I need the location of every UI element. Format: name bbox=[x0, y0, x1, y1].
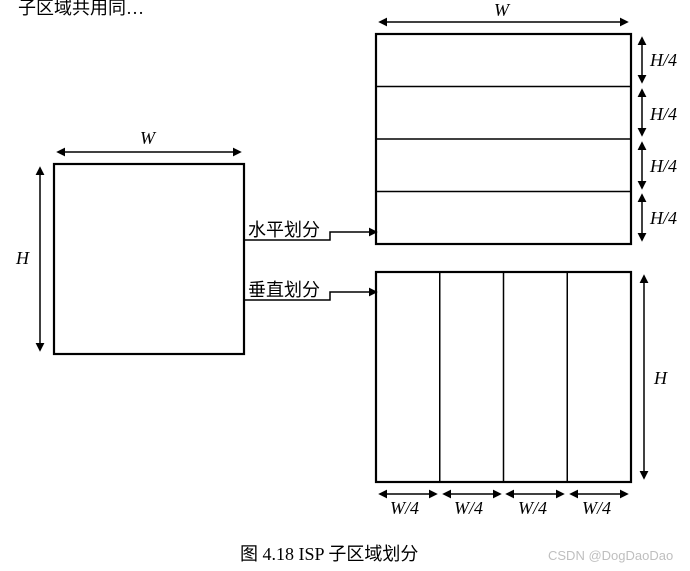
diagram-svg bbox=[0, 0, 690, 571]
right-top-w-label: W bbox=[494, 0, 509, 21]
left-square bbox=[54, 164, 244, 354]
w4-label-2: W/4 bbox=[454, 498, 483, 519]
right-bottom-h-label: H bbox=[654, 368, 667, 389]
w4-label-1: W/4 bbox=[390, 498, 419, 519]
watermark: CSDN @DogDaoDao bbox=[548, 548, 673, 563]
top-text-fragment: 子区域共用同… bbox=[18, 0, 144, 20]
diagram-root: 子区域共用同… W H 水平划分 垂直划分 W H/4 H/4 H/4 H/4 … bbox=[0, 0, 690, 571]
w4-label-4: W/4 bbox=[582, 498, 611, 519]
vertical-split-label: 垂直划分 bbox=[248, 276, 320, 302]
h4-label-2: H/4 bbox=[650, 104, 677, 125]
h4-label-3: H/4 bbox=[650, 156, 677, 177]
h4-label-4: H/4 bbox=[650, 208, 677, 229]
horizontal-split-label: 水平划分 bbox=[248, 216, 320, 242]
figure-caption: 图 4.18 ISP 子区域划分 bbox=[240, 540, 418, 566]
w4-label-3: W/4 bbox=[518, 498, 547, 519]
left-h-label: H bbox=[16, 248, 29, 269]
h4-label-1: H/4 bbox=[650, 50, 677, 71]
left-w-label: W bbox=[140, 128, 155, 149]
